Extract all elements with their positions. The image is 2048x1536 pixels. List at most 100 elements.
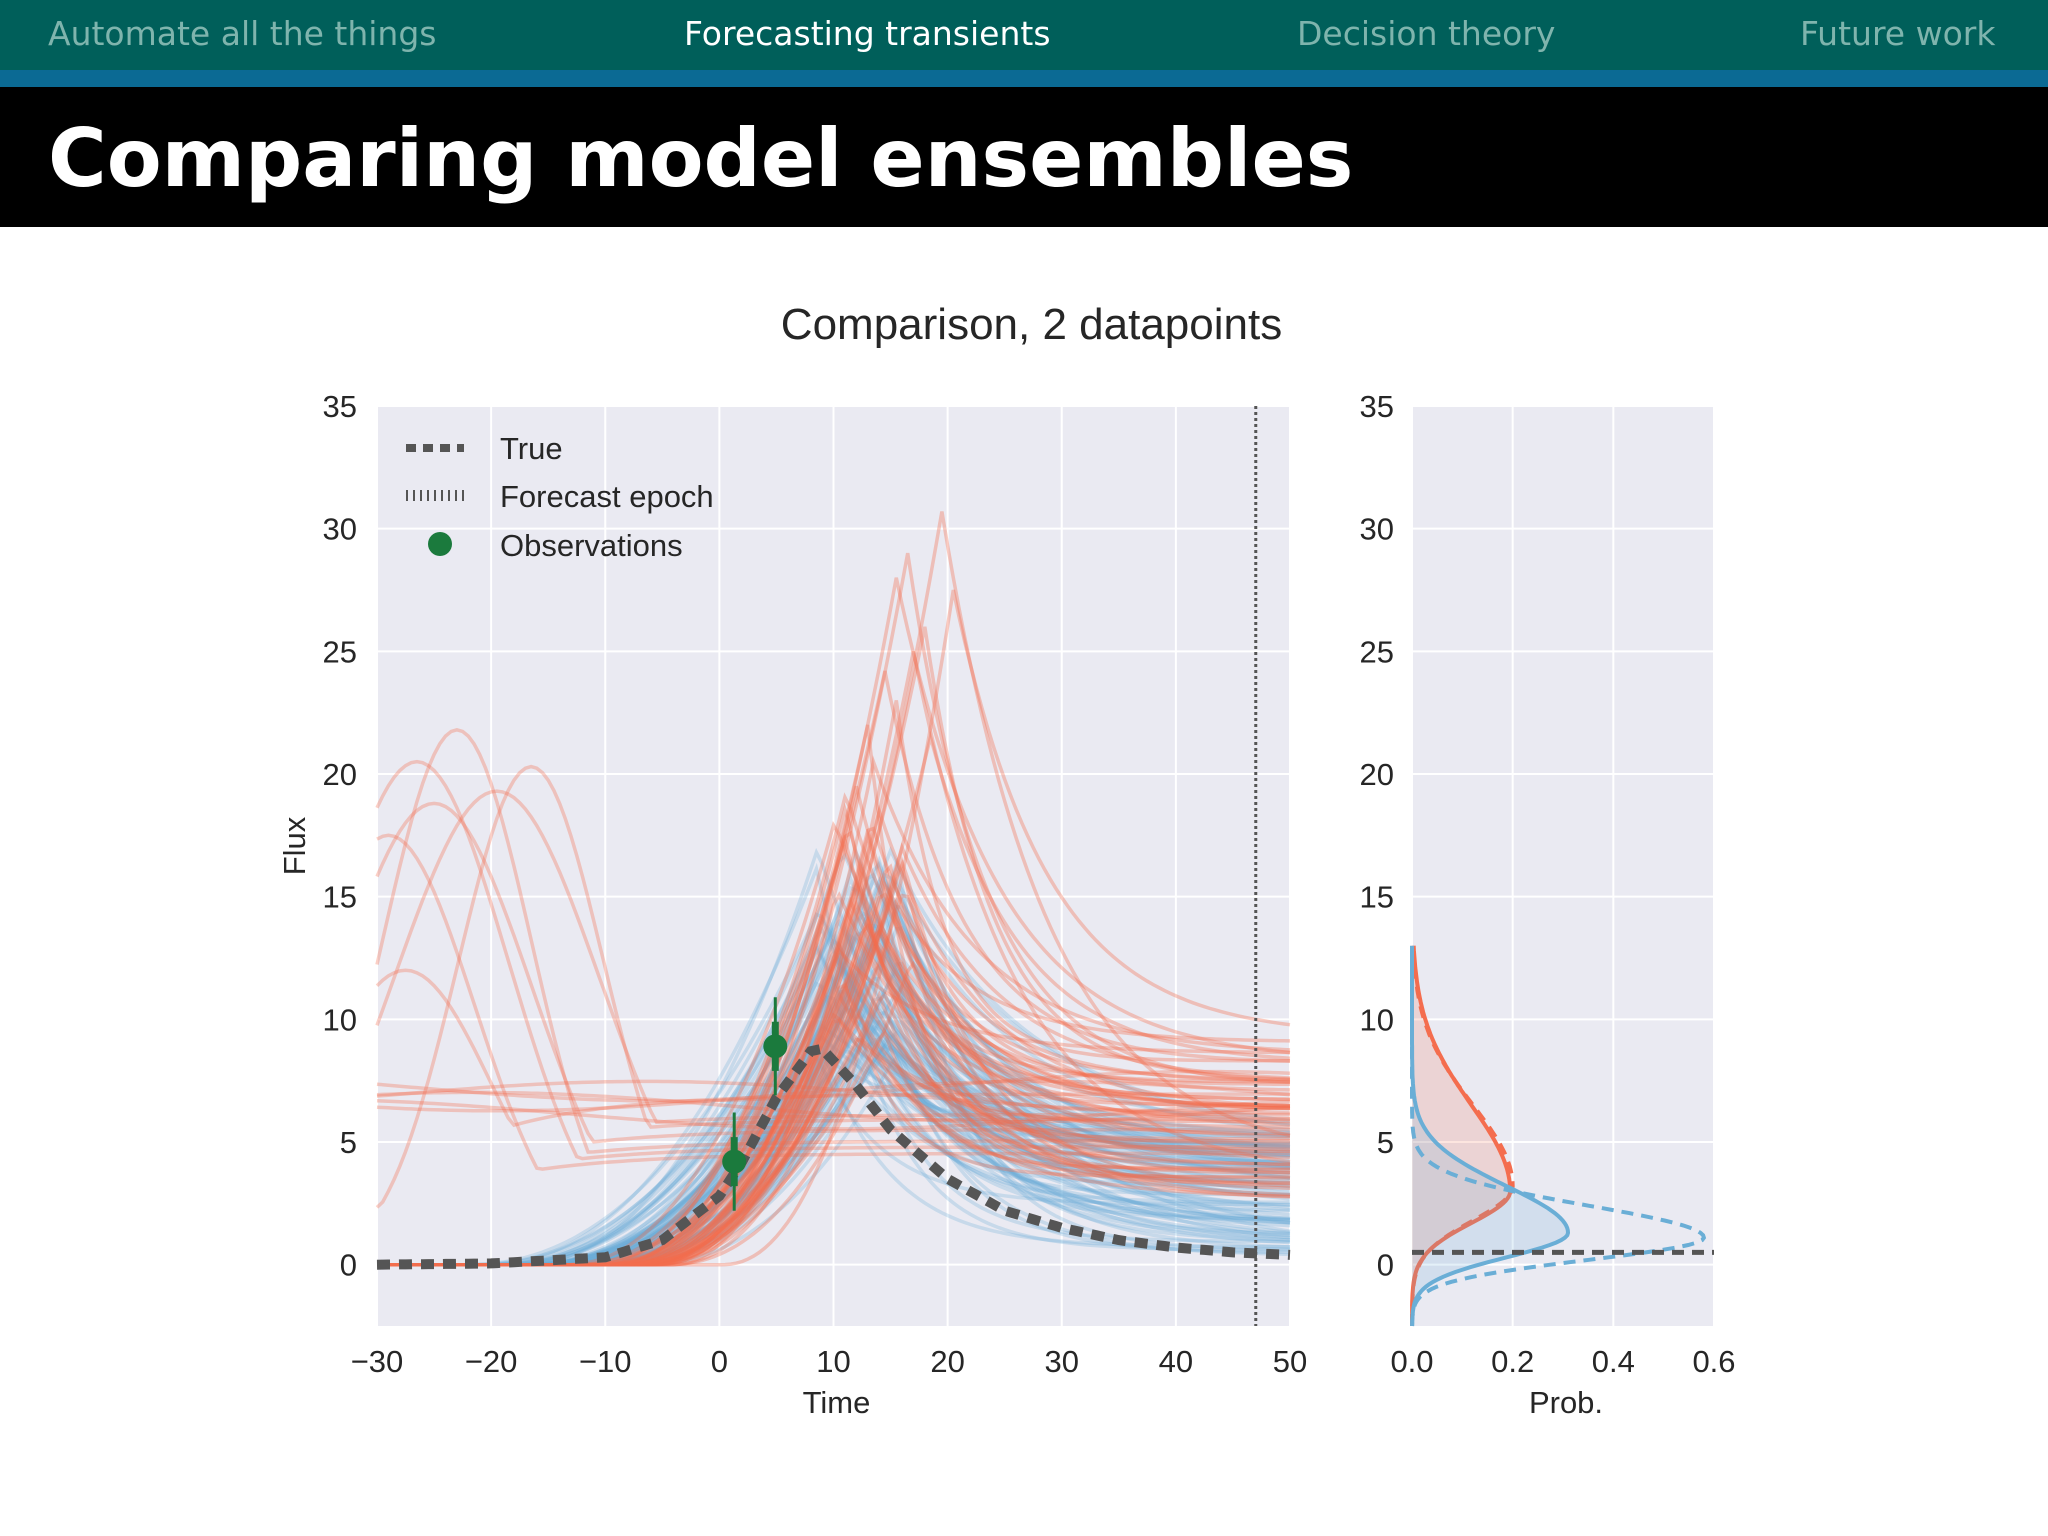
red-ensemble-curve	[377, 832, 1291, 1267]
blue-ensemble-curve	[377, 876, 1291, 1267]
section-nav-bar: Automate all the things Forecasting tran…	[0, 0, 2048, 70]
y-tick-label: 20	[1360, 757, 1394, 792]
x-tick-label: −20	[465, 1344, 518, 1379]
red-ensemble-curve	[375, 789, 1290, 1125]
blue-ensemble-curve	[377, 873, 1291, 1267]
density-curve	[1410, 945, 1707, 1327]
red-ensemble-curve	[377, 879, 1291, 1267]
blue-ensemble-curve	[377, 1010, 1291, 1267]
blue-ensemble-curve	[377, 967, 1291, 1267]
y-tick-label: 25	[323, 634, 357, 669]
nav-item-forecasting[interactable]: Forecasting transients	[684, 14, 1051, 53]
blue-ensemble-curve	[377, 983, 1291, 1267]
blue-ensemble-curve	[377, 912, 1291, 1267]
x-axis-label: Prob.	[1529, 1385, 1603, 1420]
y-tick-label: 30	[323, 512, 357, 547]
red-ensemble-curve	[377, 589, 1291, 1267]
blue-ensemble-curve	[377, 1005, 1291, 1267]
red-ensemble-curve	[375, 968, 1290, 1128]
y-tick-label: 10	[1360, 1002, 1394, 1037]
red-ensemble-curve	[375, 801, 1290, 1144]
legend-label-observations: Observations	[500, 528, 683, 563]
blue-ensemble-curve	[377, 847, 1291, 1267]
true-curve	[376, 1043, 1291, 1270]
red-ensemble-curve	[377, 896, 1291, 1267]
red-ensemble-curve	[377, 915, 1291, 1267]
blue-ensemble-curve	[377, 852, 1291, 1267]
red-ensemble-curve	[377, 922, 1291, 1267]
red-ensemble-curve	[377, 1018, 1291, 1267]
blue-ensemble-curve	[377, 926, 1291, 1267]
blue-ensemble-curve	[377, 937, 1291, 1267]
red-ensemble-curve	[377, 755, 1291, 1267]
blue-ensemble-curve	[377, 876, 1291, 1267]
y-tick-label: 0	[340, 1248, 357, 1283]
red-ensemble-curve	[377, 626, 1291, 1267]
nav-item-future-work[interactable]: Future work	[1800, 14, 1996, 53]
blue-ensemble-curve	[377, 960, 1291, 1267]
red-ensemble-curve	[376, 1090, 1291, 1124]
blue-ensemble-curve	[377, 1043, 1291, 1267]
x-tick-label: 0.6	[1692, 1344, 1735, 1379]
blue-ensemble-curve	[377, 938, 1290, 1267]
red-ensemble-curve	[377, 991, 1291, 1267]
nav-accent-stripe	[0, 70, 2048, 87]
red-ensemble-curve	[377, 976, 1290, 1267]
blue-ensemble-curve	[377, 945, 1291, 1267]
observation-point	[763, 1034, 788, 1059]
blue-ensemble-curve	[377, 1022, 1291, 1267]
red-ensemble-curve	[377, 939, 1291, 1267]
chart-title: Comparison, 2 datapoints	[780, 300, 1283, 349]
blue-ensemble-curve	[377, 1035, 1291, 1267]
red-ensemble-curve	[375, 764, 1290, 1209]
red-ensemble-curve	[377, 577, 1291, 1267]
blue-ensemble-curve	[377, 1025, 1291, 1267]
nav-item-decision-theory[interactable]: Decision theory	[1297, 14, 1556, 53]
red-ensemble-curve	[375, 759, 1290, 1161]
blue-ensemble-curve	[377, 1030, 1290, 1267]
y-tick-label: 0	[1377, 1248, 1394, 1283]
blue-ensemble-curve	[377, 928, 1291, 1267]
blue-ensemble-curve	[377, 1016, 1291, 1267]
y-tick-label: 25	[1360, 634, 1394, 669]
blue-ensemble-curve	[377, 927, 1291, 1267]
x-tick-label: 50	[1273, 1344, 1307, 1379]
red-ensemble-curve	[377, 893, 1291, 1267]
blue-ensemble-curve	[377, 1042, 1291, 1267]
x-tick-label: 10	[816, 1344, 850, 1379]
blue-ensemble-curve	[377, 980, 1291, 1267]
blue-ensemble-curve	[377, 950, 1291, 1267]
red-ensemble-curve	[377, 670, 1291, 1267]
blue-ensemble-curve	[377, 1005, 1291, 1267]
x-axis-label: Time	[803, 1385, 871, 1420]
title-bar	[0, 87, 2048, 227]
blue-ensemble-curve	[377, 1049, 1291, 1267]
nav-item-automate[interactable]: Automate all the things	[48, 14, 437, 53]
x-tick-label: −30	[351, 1344, 404, 1379]
blue-ensemble-curve	[377, 955, 1291, 1267]
red-ensemble-curve	[377, 893, 1291, 1267]
red-ensemble-curve	[377, 960, 1291, 1267]
ensemble-curves	[375, 511, 1291, 1267]
blue-ensemble-curve	[377, 941, 1291, 1267]
blue-ensemble-curve	[377, 930, 1291, 1267]
y-tick-label: 35	[1360, 389, 1394, 424]
blue-ensemble-curve	[377, 911, 1291, 1267]
red-ensemble-curve	[376, 833, 1290, 1171]
red-ensemble-curve	[377, 991, 1290, 1267]
blue-ensemble-curve	[377, 1043, 1290, 1267]
blue-ensemble-curve	[377, 963, 1291, 1267]
blue-ensemble-curve	[377, 1002, 1291, 1267]
blue-ensemble-curve	[377, 885, 1291, 1267]
red-ensemble-curve	[377, 947, 1291, 1267]
slide-title: Comparing model ensembles	[48, 112, 1354, 205]
blue-ensemble-curve	[377, 961, 1291, 1267]
observation-point	[722, 1149, 747, 1174]
blue-ensemble-curve	[377, 846, 1291, 1267]
blue-ensemble-curve	[377, 995, 1291, 1267]
y-tick-label: 5	[1377, 1125, 1394, 1160]
blue-ensemble-curve	[377, 1037, 1291, 1267]
red-ensemble-curve	[377, 915, 1291, 1267]
blue-ensemble-curve	[377, 860, 1291, 1267]
red-ensemble-curve	[377, 802, 1290, 1267]
